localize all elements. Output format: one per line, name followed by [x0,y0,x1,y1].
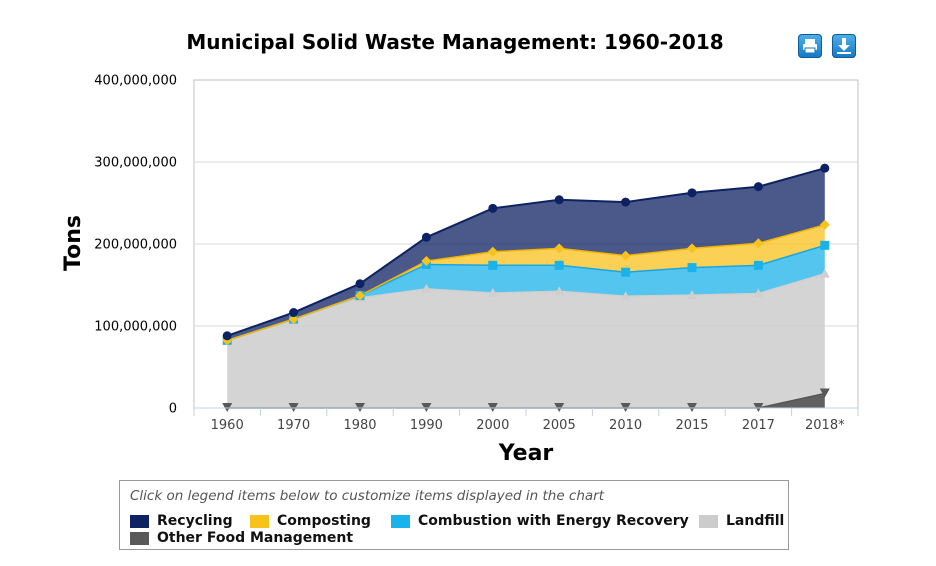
marker-landfill[interactable] [819,268,830,278]
x-axis-title: Year [498,441,554,466]
line-composting [226,224,826,342]
marker-recycling[interactable] [554,195,564,205]
marker-recycling[interactable] [488,203,498,213]
marker-landfill[interactable] [753,288,764,298]
x-tick-label: 1960 [211,418,244,433]
marker-recycling[interactable] [355,279,365,289]
marker-combustion-with-energy-recovery[interactable] [488,260,498,270]
legend-item-composting[interactable]: Composting [250,512,371,530]
y-tick-label: 200,000,000 [94,238,177,253]
area-landfill [227,273,825,408]
legend-swatch-recycling [130,514,149,528]
marker-recycling[interactable] [753,182,763,192]
x-tick-label: 2018* [805,418,845,433]
chart-area: 0 100,000,000 200,000,000 300,000,000 400,00… [61,74,859,466]
series-markers [222,163,830,412]
y-tick-label: 300,000,000 [94,156,177,171]
chart-title: Municipal Solid Waste Management: 1960-2… [186,30,724,54]
legend-label-combustion: Combustion with Energy Recovery [418,513,689,529]
marker-composting[interactable] [819,219,830,230]
line-recycling [226,167,826,337]
legend-item-landfill[interactable]: Landfill [699,512,784,530]
marker-composting[interactable] [753,238,764,249]
legend-label-other-food: Other Food Management [157,530,354,546]
legend-label-composting: Composting [277,513,371,529]
x-axis-ticks: 1960 1970 1980 1990 2000 2005 2010 2015 2017 2018… [193,407,859,433]
marker-combustion-with-energy-recovery[interactable] [621,267,631,277]
marker-composting[interactable] [355,290,365,301]
marker-combustion-with-energy-recovery[interactable] [820,240,830,250]
marker-composting[interactable] [687,243,697,254]
y-axis-ticks: 0 100,000,000 200,000,000 300,000,000 400,00… [94,74,177,417]
marker-composting[interactable] [288,314,299,325]
marker-composting[interactable] [487,246,498,257]
x-tick-label: 1970 [277,418,310,433]
marker-recycling[interactable] [222,331,232,341]
marker-landfill[interactable] [620,291,631,301]
marker-combustion-with-energy-recovery[interactable] [687,263,697,273]
x-tick-label: 2000 [476,418,509,433]
x-tick-label: 2005 [543,418,576,433]
x-tick-label: 2017 [742,418,775,433]
legend-label-landfill: Landfill [726,513,785,529]
marker-landfill[interactable] [554,286,565,296]
download-button[interactable] [832,34,856,58]
x-tick-label: 1990 [410,418,443,433]
legend-label-recycling: Recycling [157,513,233,529]
line-landfill [226,272,826,342]
x-tick-label: 1980 [343,418,376,433]
legend-swatch-other-food [130,531,149,545]
marker-landfill[interactable] [687,290,697,300]
marker-landfill[interactable] [487,287,498,297]
marker-recycling[interactable] [289,308,299,318]
legend-swatch-landfill [699,514,718,528]
marker-combustion-with-energy-recovery[interactable] [554,260,564,270]
marker-recycling[interactable] [421,232,431,242]
legend: Click on legend items below to customize… [119,480,789,550]
marker-recycling[interactable] [621,197,631,207]
marker-composting[interactable] [554,243,565,254]
marker-combustion-with-energy-recovery[interactable] [753,260,763,270]
marker-recycling[interactable] [687,188,697,198]
marker-landfill[interactable] [421,283,432,293]
marker-composting[interactable] [421,256,432,267]
legend-item-combustion[interactable]: Combustion with Energy Recovery [391,512,689,530]
area-composting [227,224,825,341]
legend-note: Click on legend items below to customize… [130,488,605,504]
y-tick-label: 400,000,000 [94,74,177,89]
marker-recycling[interactable] [820,163,830,173]
print-button[interactable] [798,34,822,58]
marker-other-food-management[interactable] [819,388,830,398]
legend-swatch-composting [250,514,269,528]
y-tick-label: 100,000,000 [94,320,177,335]
y-axis-title: Tons [61,215,86,271]
x-tick-label: 2015 [675,418,708,433]
legend-swatch-combustion [391,514,410,528]
download-icon [837,38,851,54]
marker-composting[interactable] [620,250,631,261]
x-tick-label: 2010 [609,418,642,433]
y-tick-label: 0 [169,402,177,417]
legend-item-other-food[interactable]: Other Food Management [130,529,353,547]
print-icon [803,39,817,54]
legend-item-recycling[interactable]: Recycling [130,512,233,530]
area-recycling [227,168,825,341]
